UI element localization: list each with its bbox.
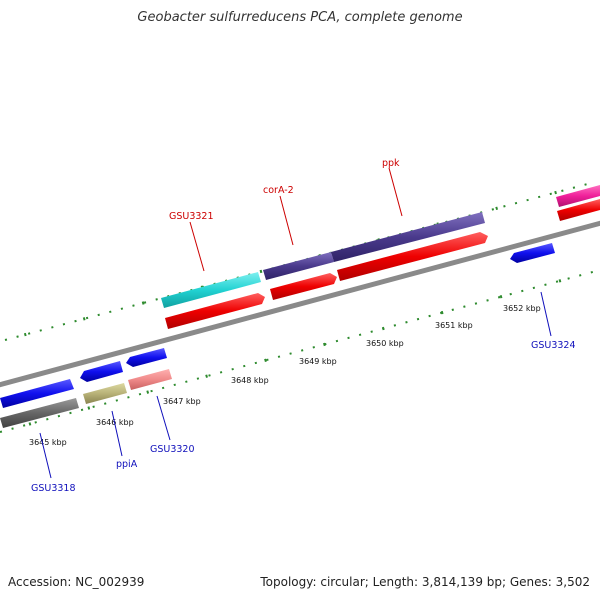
gene-labels: GSU3321 corA-2 ppk GSU3318 ppiA GSU3320 … bbox=[31, 158, 576, 494]
label-gsu3321: GSU3321 bbox=[169, 211, 214, 222]
label-gsu3318: GSU3318 bbox=[31, 483, 76, 494]
tick-row-lower bbox=[0, 268, 600, 434]
scale-label-3645: 3645 kbp bbox=[29, 438, 67, 447]
gene-pink-right[interactable] bbox=[556, 185, 600, 207]
gene-red-forward-1[interactable] bbox=[165, 293, 265, 329]
gene-blue-4[interactable] bbox=[510, 243, 555, 263]
topology-summary: Topology: circular; Length: 3,814,139 bp… bbox=[260, 575, 590, 589]
gene-gsu3321[interactable] bbox=[161, 272, 261, 308]
gene-ppk[interactable] bbox=[331, 212, 485, 262]
gene-red-forward-4[interactable] bbox=[557, 199, 600, 221]
gene-olive[interactable] bbox=[83, 383, 127, 404]
scale-label-3651: 3651 kbp bbox=[435, 321, 473, 330]
gene-red-forward-3[interactable] bbox=[337, 232, 488, 281]
gene-blue-3[interactable] bbox=[126, 348, 167, 367]
scale-label-3649: 3649 kbp bbox=[299, 357, 337, 366]
scale-label-3652: 3652 kbp bbox=[503, 304, 541, 313]
leader-lines-blue bbox=[39, 291, 552, 479]
label-cora2: corA-2 bbox=[263, 185, 294, 196]
label-ppia: ppiA bbox=[116, 459, 138, 470]
gene-red-forward-2[interactable] bbox=[270, 273, 337, 300]
leader-lines-red bbox=[189, 167, 403, 272]
gene-blue-left[interactable] bbox=[0, 379, 74, 408]
scale-label-3647: 3647 kbp bbox=[163, 397, 201, 406]
scale-label-3648: 3648 kbp bbox=[231, 376, 269, 385]
gene-gray-left[interactable] bbox=[0, 398, 79, 428]
gene-blue-2[interactable] bbox=[80, 361, 123, 382]
gene-cora2[interactable] bbox=[263, 252, 334, 280]
genome-backbone bbox=[0, 220, 600, 388]
gene-salmon[interactable] bbox=[128, 369, 172, 390]
label-ppk: ppk bbox=[382, 158, 400, 169]
tick-row-upper bbox=[4, 180, 596, 342]
accession-text: Accession: NC_002939 bbox=[8, 575, 145, 589]
label-gsu3320: GSU3320 bbox=[150, 444, 195, 455]
map-title: Geobacter sulfurreducens PCA, complete g… bbox=[137, 10, 463, 25]
scale-label-3650: 3650 kbp bbox=[366, 339, 404, 348]
label-gsu3324: GSU3324 bbox=[531, 340, 576, 351]
